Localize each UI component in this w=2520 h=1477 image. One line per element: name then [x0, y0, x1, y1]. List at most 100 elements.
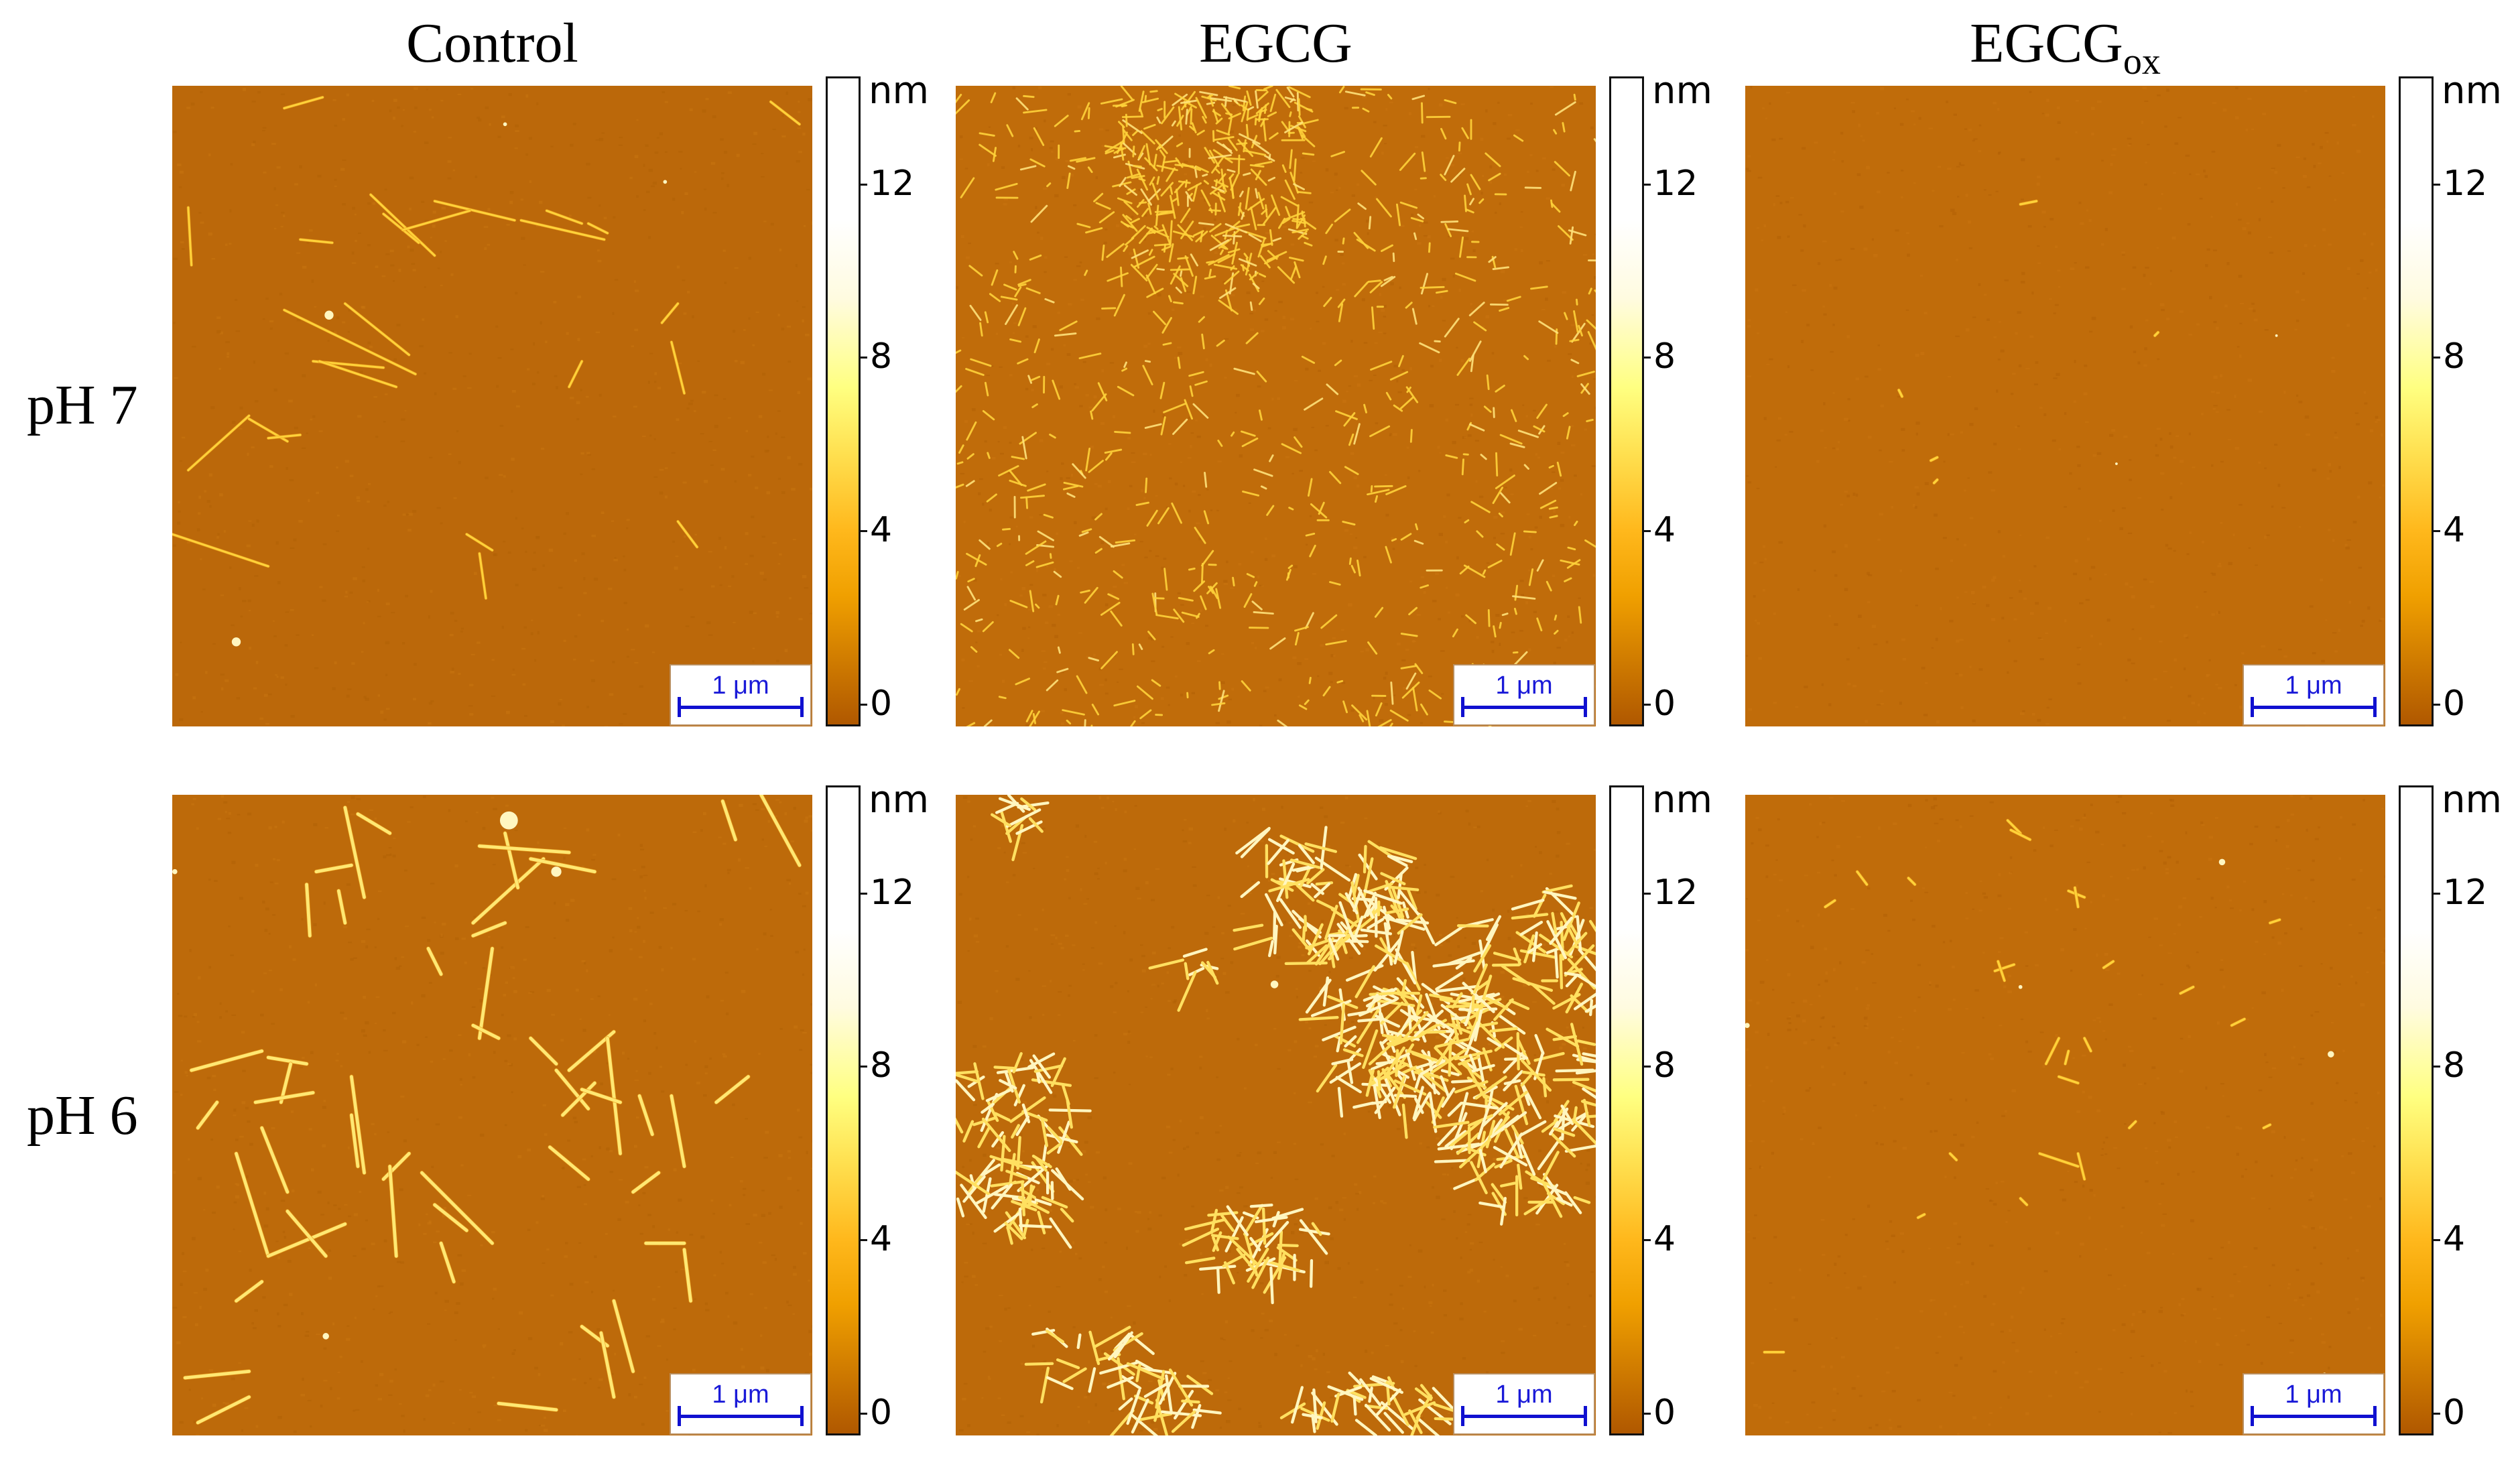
- fibril: [1459, 236, 1464, 258]
- fibril: [1354, 965, 1375, 999]
- fibril: [966, 586, 976, 601]
- fibril: [1530, 285, 1548, 290]
- fibril: [1210, 1234, 1239, 1240]
- fibril: [1273, 924, 1278, 955]
- fibril: [1374, 495, 1379, 503]
- fibril: [1248, 233, 1262, 243]
- fibril: [1352, 1395, 1357, 1416]
- fibril: [956, 571, 959, 580]
- fibril: [1067, 165, 1076, 170]
- fibril: [1369, 281, 1383, 294]
- fibril: [1050, 1057, 1066, 1088]
- fibril: [1013, 1084, 1025, 1106]
- fibril: [1293, 183, 1306, 190]
- colorbar-tick-label: 8: [860, 1045, 893, 1086]
- fibril: [1470, 1161, 1488, 1195]
- fibril: [1184, 1257, 1216, 1265]
- fibril: [1412, 1086, 1424, 1120]
- fibril: [1076, 675, 1088, 694]
- fibril: [1054, 115, 1069, 127]
- fibril: [1513, 607, 1517, 615]
- fibril: [1208, 154, 1232, 159]
- fibril: [1224, 1216, 1244, 1253]
- fibril: [283, 96, 324, 109]
- fibril: [1531, 931, 1538, 962]
- fibril: [1400, 978, 1407, 999]
- height-colorbar: [1609, 76, 1644, 726]
- fibril: [1200, 231, 1203, 243]
- fibril: [1004, 1071, 1014, 1093]
- column-title-text: EGCG: [1199, 12, 1352, 74]
- fibril: [1488, 256, 1497, 263]
- scale-bar-cap: [2373, 697, 2377, 717]
- fibril: [970, 646, 978, 653]
- fibril: [1383, 915, 1426, 931]
- fibril: [187, 414, 251, 472]
- fibril: [1348, 433, 1354, 446]
- fibril: [1269, 637, 1286, 650]
- fibril: [1306, 944, 1328, 964]
- fibril: [1017, 279, 1031, 286]
- fibril: [1458, 1138, 1491, 1169]
- fibril: [968, 265, 983, 277]
- fibril: [1264, 1220, 1289, 1248]
- fibril: [1331, 1057, 1354, 1066]
- fibril: [1369, 991, 1407, 997]
- fibril: [1478, 1149, 1487, 1173]
- fibril: [1233, 367, 1255, 375]
- fibril: [1216, 339, 1225, 347]
- afm-panel-egcg-ph6: 1 μm: [956, 795, 1596, 1435]
- fibril: [1485, 915, 1502, 942]
- fibril: [977, 1126, 991, 1149]
- particle: [2018, 984, 2023, 989]
- fibril: [1365, 91, 1375, 97]
- fibril: [1255, 188, 1259, 199]
- fibril: [1160, 106, 1175, 125]
- fibril: [1216, 1266, 1220, 1294]
- fibril: [1088, 460, 1104, 473]
- fibril: [1194, 380, 1208, 386]
- fibril: [1114, 430, 1131, 434]
- fibril: [1384, 1078, 1401, 1116]
- fibril: [1389, 722, 1393, 726]
- colorbar-tick-label: 8: [2433, 1045, 2466, 1086]
- fibril: [1200, 595, 1207, 611]
- fibril: [1241, 212, 1245, 220]
- fibril: [966, 453, 974, 460]
- fibril: [980, 1092, 999, 1133]
- fibril: [1222, 1253, 1246, 1268]
- fibril: [420, 1171, 494, 1245]
- fibril: [1523, 1195, 1554, 1216]
- fibril: [1328, 934, 1350, 961]
- fibril: [1523, 355, 1529, 361]
- fibril: [1344, 466, 1359, 475]
- fibril: [1173, 273, 1189, 287]
- scale-bar-line: [1462, 706, 1586, 709]
- fibril: [1373, 1077, 1392, 1104]
- fibril: [1032, 1054, 1051, 1079]
- fibril: [1342, 521, 1356, 526]
- fibril: [1385, 391, 1392, 401]
- fibril: [956, 385, 962, 393]
- colorbar-tick-label: 0: [2433, 683, 2466, 724]
- fibril: [471, 1023, 501, 1040]
- fibril: [1481, 1102, 1508, 1128]
- fibril: [1100, 98, 1123, 105]
- fibril: [1560, 1104, 1574, 1125]
- fibril: [1213, 180, 1228, 188]
- fibril: [546, 209, 583, 225]
- fibril: [1204, 472, 1208, 488]
- colorbar-tick-label: 0: [860, 683, 893, 724]
- fibril: [1226, 169, 1236, 173]
- fibril: [1454, 1080, 1489, 1094]
- fibril: [1169, 220, 1173, 245]
- fibril: [1085, 227, 1103, 234]
- fibril: [1300, 217, 1317, 230]
- fibril: [1582, 1052, 1596, 1057]
- fibril: [336, 889, 347, 925]
- fibril: [1521, 1082, 1542, 1120]
- fibril: [1418, 1418, 1440, 1435]
- fibril: [1245, 187, 1250, 210]
- fibril: [1110, 542, 1131, 548]
- afm-height-map: [956, 86, 1596, 726]
